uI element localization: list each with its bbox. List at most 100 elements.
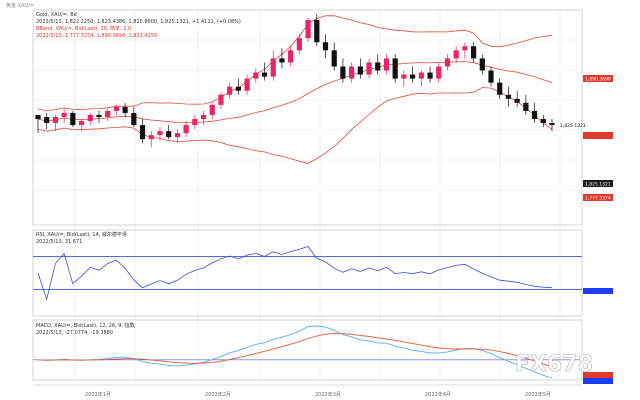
bb-middle [37, 61, 553, 124]
candle-body-16 [174, 133, 180, 138]
month-label-3: 2022年3月 [315, 391, 341, 398]
macd-header-line-2: 2022/5/13, -27.0774, -19.3880 [36, 330, 113, 336]
month-label-4: 2022年4月 [425, 391, 451, 398]
rsi-line [37, 246, 553, 301]
top-strip: 黄金 XAU/= [6, 2, 34, 9]
candle-body-58 [540, 119, 546, 124]
candle-body-39 [375, 62, 381, 71]
candle-body-17 [183, 125, 189, 134]
x-axis-month-labels: 2022年1月 2022年2月 2022年3月 2022年4月 2022年5月 [85, 391, 551, 398]
macd-panel-header: MACD, XAU/=, Bid(Last), 12, 26, 9, 指数 20… [36, 322, 135, 336]
watermark-logo: FX678 [515, 352, 593, 377]
candle-body-50 [470, 46, 477, 59]
candle-body-11 [131, 112, 137, 126]
candle-body-40 [383, 58, 390, 71]
candle-body-37 [357, 66, 363, 75]
candle-body-38 [366, 62, 372, 75]
candle-body-8 [105, 110, 111, 117]
candle-body-10 [122, 106, 128, 113]
candle-body-46 [436, 66, 442, 79]
last-price-label: 1,825.1321 [560, 123, 586, 129]
rsi-header-line-2: 2022/5/13, 31.671 [36, 239, 82, 245]
candle-body-18 [192, 119, 198, 126]
tab-label: 黄金 XAU/= [6, 2, 34, 9]
candle-body-55 [514, 98, 520, 103]
candle-body-33 [322, 42, 329, 51]
candle-body-42 [401, 74, 407, 79]
month-label-1: 2022年1月 [85, 391, 111, 398]
candle-body-23 [235, 86, 241, 91]
upper-band-badge-2 [583, 132, 613, 139]
candle-body-12 [139, 125, 146, 140]
header-line-2: 2022/5/13, 1,822.2250, 1,823.4386, 1,810… [36, 19, 241, 25]
candle-body-32 [314, 20, 320, 43]
lower-band-badge-label: 1,777.3374 [585, 196, 611, 202]
rsi-header-line-1: RSI, XAU/=, Bid(Last), 14, 威尔德平滑 [36, 231, 127, 238]
candle-body-43 [410, 74, 416, 79]
month-label-5: 2022年5月 [525, 391, 551, 398]
bb-lower [37, 87, 553, 164]
candle-body-56 [523, 102, 529, 111]
upper-band-badge-label: 1,890.3690 [585, 77, 611, 83]
candle-body-19 [200, 114, 207, 119]
candle-body-0 [35, 114, 41, 119]
candle-body-54 [505, 94, 512, 99]
macd-series [33, 325, 582, 379]
candle-body-6 [87, 114, 93, 122]
candle-body-49 [462, 46, 468, 51]
candle-body-2 [52, 116, 59, 124]
macd-badge-macd [583, 378, 613, 384]
candle-body-31 [305, 20, 311, 39]
candle-body-28 [279, 58, 285, 63]
header-line-1: Gold, XAU/=, Bd [36, 12, 77, 18]
candle-body-14 [157, 131, 163, 136]
signal-line [37, 332, 553, 368]
price-badges: 1,890.3690 1,825.1321 1,777.3374 [583, 75, 613, 202]
candle-body-25 [253, 72, 259, 79]
lower-band-badge [583, 194, 613, 201]
last-price-badge-label: 1,825.1321 [585, 182, 611, 188]
candlesticks: 1,825.1321 [35, 13, 586, 148]
candle-body-24 [244, 78, 250, 91]
candle-body-59 [549, 123, 555, 126]
rsi-panel-header: RSI, XAU/=, Bid(Last), 14, 威尔德平滑 2022/5/… [36, 231, 127, 245]
candle-body-27 [270, 58, 276, 77]
candle-body-41 [392, 58, 398, 79]
candle-body-30 [296, 38, 302, 51]
candle-body-20 [209, 104, 215, 115]
candle-body-53 [497, 82, 503, 95]
upper-band-badge [583, 75, 613, 82]
bb-upper [37, 15, 553, 112]
candle-body-26 [261, 72, 268, 77]
month-label-2: 2022年2月 [205, 391, 231, 398]
candle-body-36 [349, 66, 355, 79]
candle-body-9 [113, 106, 120, 111]
candle-body-7 [96, 114, 102, 117]
candle-body-48 [453, 50, 459, 59]
candle-body-52 [488, 70, 494, 83]
candle-body-35 [340, 66, 346, 79]
candle-body-3 [61, 112, 67, 117]
candle-body-44 [418, 72, 424, 79]
candle-body-45 [427, 72, 433, 79]
last-price-badge [583, 180, 613, 187]
candle-body-57 [531, 110, 538, 119]
candle-body-34 [331, 50, 337, 67]
rsi-badge [583, 288, 613, 294]
candle-body-1 [44, 116, 50, 124]
candle-body-15 [166, 131, 172, 138]
rsi-series [33, 246, 582, 301]
candle-body-13 [148, 135, 154, 140]
candle-body-51 [479, 58, 485, 71]
candle-body-47 [444, 58, 451, 67]
candle-body-29 [288, 50, 294, 63]
header-line-3: BBand, XAU/=, Bid(Last), 20, 简单, 2.0 [36, 25, 131, 32]
candle-body-22 [227, 86, 233, 95]
candle-body-5 [78, 121, 85, 126]
macd-header-line-1: MACD, XAU/=, Bid(Last), 12, 26, 9, 指数 [36, 322, 135, 329]
candle-body-4 [70, 112, 76, 126]
bollinger-bands [37, 15, 553, 164]
header-line-4: 2022/5/13, 1,777.3374, 1,890.3690, 1,823… [36, 33, 157, 39]
price-panel-header: Gold, XAU/=, Bd 2022/5/13, 1,822.2250, 1… [36, 12, 241, 39]
